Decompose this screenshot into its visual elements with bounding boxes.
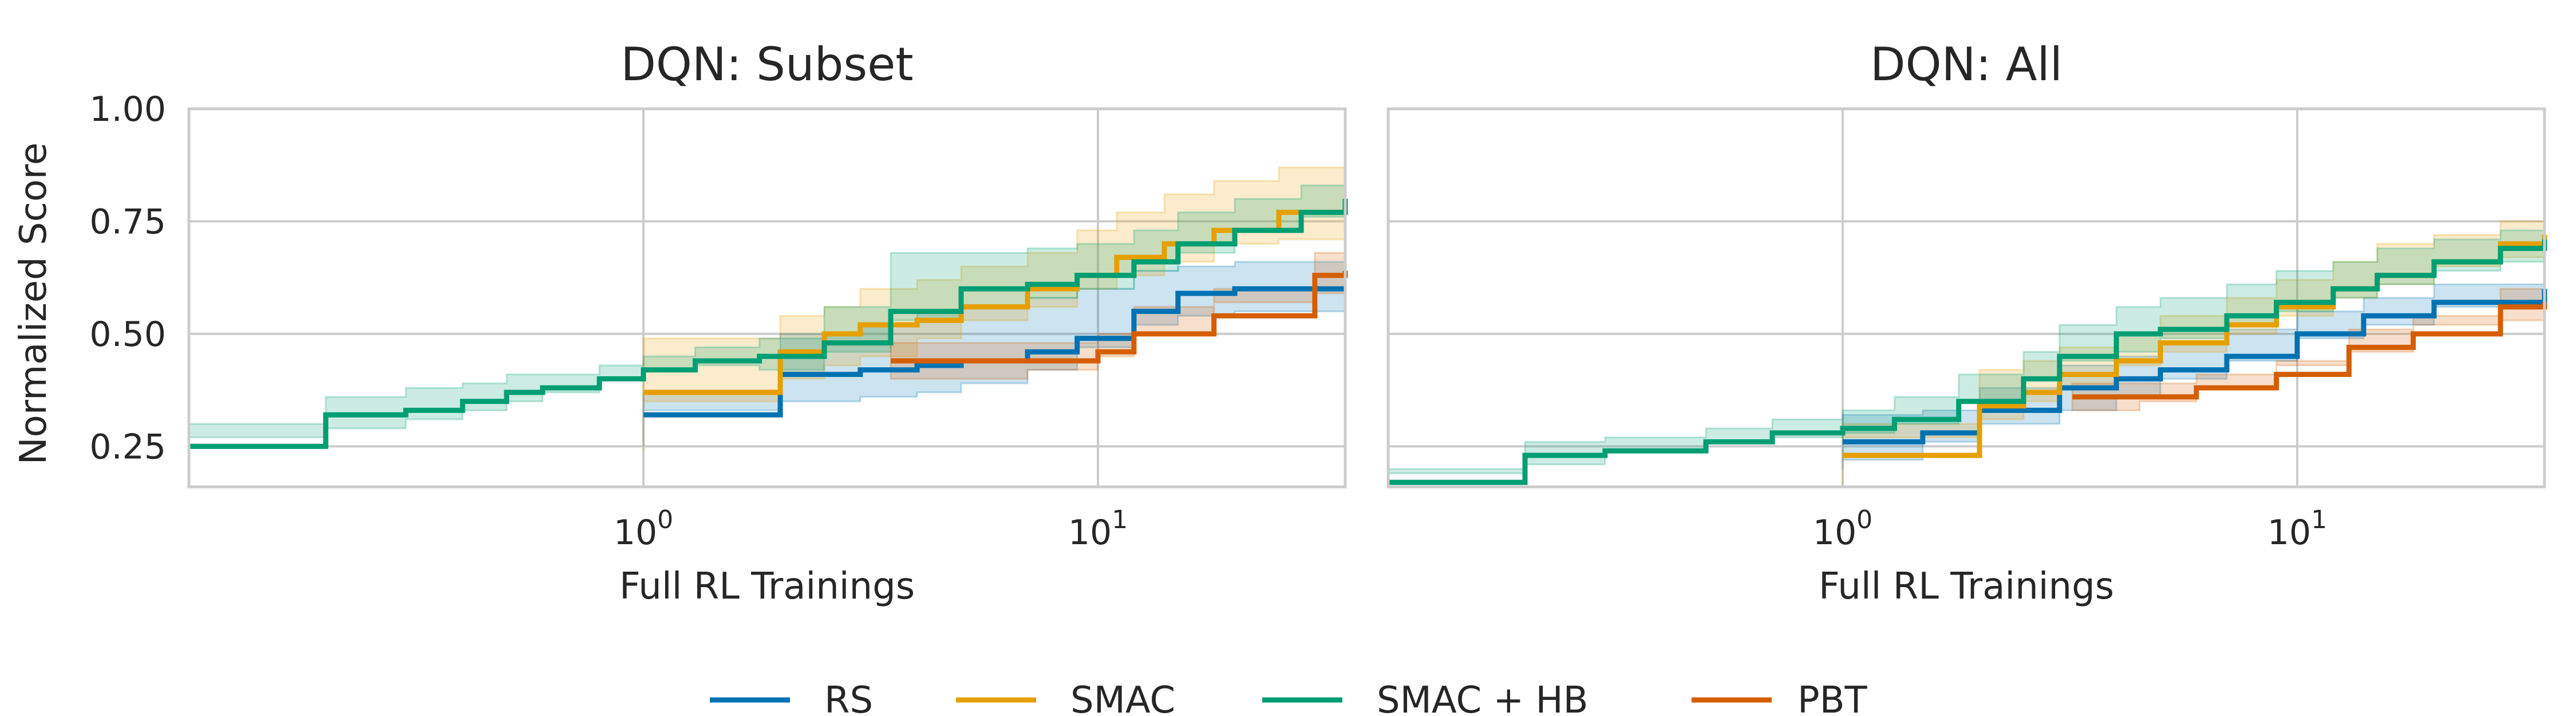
legend: RS SMAC SMAC + HB PBT — [710, 679, 1868, 716]
x-axis-label: Full RL Trainings — [1819, 565, 2114, 608]
plot-frame — [187, 107, 1347, 489]
y-tick-label: 1.00 — [89, 89, 166, 129]
x-tick-label: 100 — [614, 505, 673, 553]
legend-label-rs: RS — [824, 679, 873, 716]
chart-title: DQN: Subset — [621, 38, 913, 91]
panel-dqn-subset: DQN: Subset 0.25 0.50 0.75 1.00 100 101 Full RL… — [89, 38, 1348, 608]
line-smac-hb — [1388, 239, 2547, 485]
y-tick-label: 0.25 — [89, 427, 166, 467]
line-smac-hb — [189, 199, 1348, 449]
legend-label-smac-hb: SMAC + HB — [1377, 679, 1589, 716]
y-tick-label: 0.75 — [89, 202, 166, 242]
line-pbt — [2072, 302, 2547, 400]
legend-label-smac: SMAC — [1070, 679, 1175, 716]
x-tick-label: 100 — [1813, 505, 1872, 553]
chart-title: DQN: All — [1870, 38, 2063, 91]
plot-frame — [1386, 107, 2546, 489]
line-rs — [643, 286, 1345, 418]
x-tick-label: 101 — [1068, 505, 1128, 553]
panel-dqn-all: DQN: All 100 101 Full RL Trainings — [1386, 38, 2547, 608]
line-pbt — [891, 270, 1348, 364]
y-tick-label: 0.50 — [89, 314, 166, 355]
x-axis-label: Full RL Trainings — [619, 565, 915, 608]
x-tick-label: 101 — [2267, 505, 2327, 553]
legend-label-pbt: PBT — [1797, 679, 1868, 716]
y-axis-label: Normalized Score — [13, 143, 55, 465]
